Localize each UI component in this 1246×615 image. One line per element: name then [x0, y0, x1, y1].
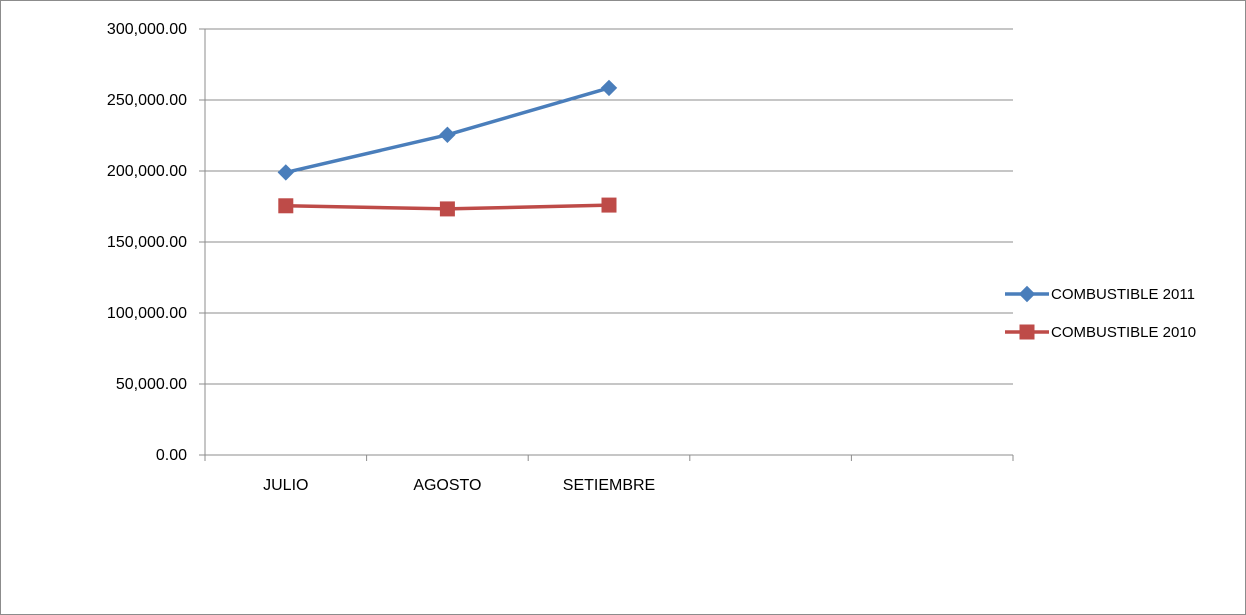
- series-2: [278, 197, 617, 217]
- data-point-marker: [600, 79, 618, 97]
- legend-label: COMBUSTIBLE 2011: [1051, 286, 1195, 303]
- data-point-marker: [278, 198, 294, 214]
- legend: COMBUSTIBLE 2011 COMBUSTIBLE 2010: [1005, 285, 1196, 341]
- y-tick-label: 150,000.00: [107, 234, 187, 251]
- legend-entry: COMBUSTIBLE 2010: [1005, 324, 1196, 341]
- y-tick-label: 300,000.00: [107, 21, 187, 38]
- y-tick-label: 0.00: [156, 447, 187, 464]
- y-axis-tick-labels: 0.00 50,000.00 100,000.00 150,000.00 200,000…: [107, 21, 187, 464]
- x-tick-label: AGOSTO: [413, 477, 481, 494]
- data-point-marker: [277, 164, 295, 181]
- legend-label: COMBUSTIBLE 2010: [1051, 324, 1196, 341]
- axes: [199, 28, 1014, 461]
- legend-marker: [1019, 324, 1035, 340]
- x-tick-label: JULIO: [263, 477, 308, 494]
- series-layer: [277, 79, 618, 217]
- y-tick-label: 200,000.00: [107, 163, 187, 180]
- x-axis-tick-labels: JULIO AGOSTO SETIEMBRE: [263, 477, 655, 494]
- legend-entry: COMBUSTIBLE 2011: [1005, 285, 1195, 303]
- series-1: [277, 79, 618, 181]
- y-tick-label: 250,000.00: [107, 92, 187, 109]
- y-tick-label: 100,000.00: [107, 305, 187, 322]
- legend-marker: [1018, 285, 1036, 303]
- y-tick-label: 50,000.00: [116, 376, 187, 393]
- data-point-marker: [439, 126, 456, 143]
- gridlines: [205, 28, 1013, 385]
- data-point-marker: [601, 197, 617, 213]
- x-tick-label: SETIEMBRE: [563, 477, 655, 494]
- data-point-marker: [439, 201, 455, 217]
